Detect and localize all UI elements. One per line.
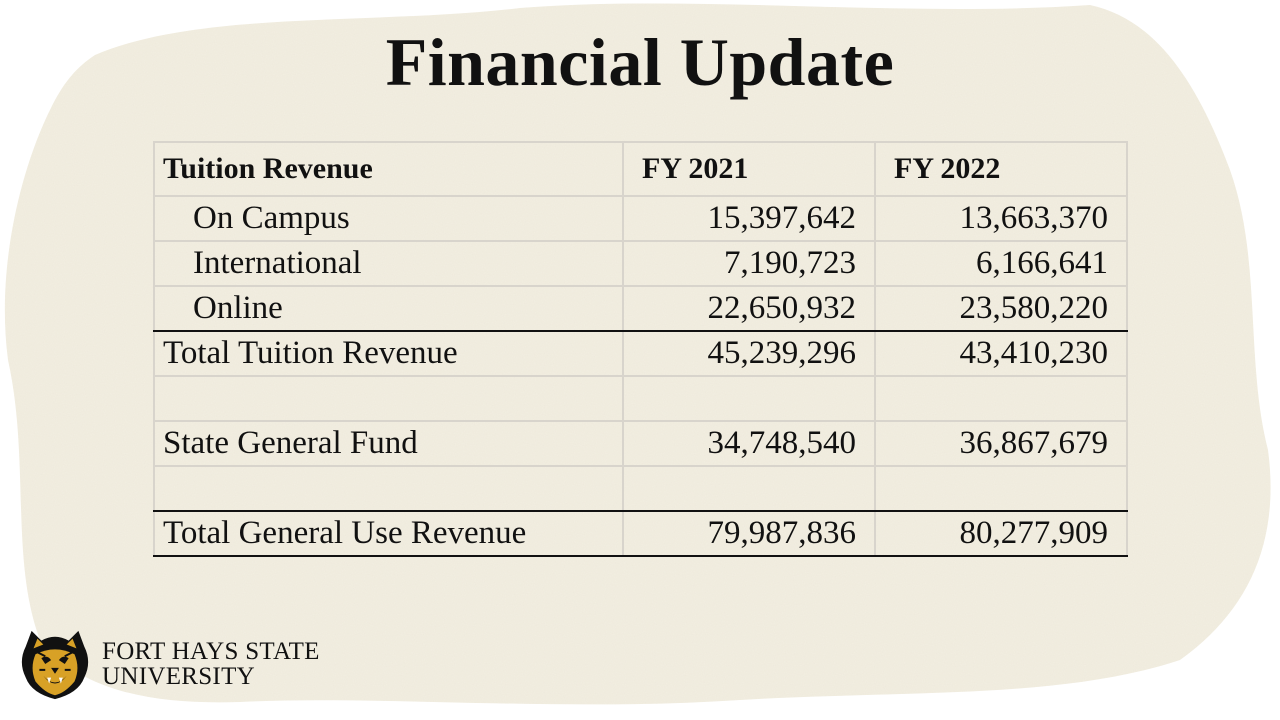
fy2021-value: 79,987,836 [622,510,876,557]
table-row: International 7,190,723 6,166,641 [153,240,1128,287]
row-label: Total General Use Revenue [153,510,624,557]
fy2022-value: 6,166,641 [874,240,1128,287]
row-label: On Campus [153,195,624,242]
fy2022-value: 23,580,220 [874,285,1128,332]
fy2021-value: 34,748,540 [622,420,876,467]
row-label [153,465,624,512]
table-row-total-tuition: Total Tuition Revenue 45,239,296 43,410,… [153,330,1128,377]
row-label [153,375,624,422]
fy2022-value: 13,663,370 [874,195,1128,242]
fy2022-value: 36,867,679 [874,420,1128,467]
row-label: International [153,240,624,287]
header-fy2021: FY 2021 [622,141,876,197]
fy2022-value [874,465,1128,512]
university-branding: FORT HAYS STATE UNIVERSITY [16,624,320,704]
table-row-blank [153,375,1128,422]
table-row-total-general-use: Total General Use Revenue 79,987,836 80,… [153,510,1128,557]
table-row: On Campus 15,397,642 13,663,370 [153,195,1128,242]
fy2022-value [874,375,1128,422]
table-row: Online 22,650,932 23,580,220 [153,285,1128,332]
tiger-mascot-icon [21,630,89,700]
fy2021-value: 7,190,723 [622,240,876,287]
table-row: State General Fund 34,748,540 36,867,679 [153,420,1128,467]
row-label: State General Fund [153,420,624,467]
university-wordmark: FORT HAYS STATE UNIVERSITY [102,639,320,689]
header-fy2022: FY 2022 [874,141,1128,197]
table-header-row: Tuition Revenue FY 2021 FY 2022 [153,141,1128,197]
fy2022-value: 80,277,909 [874,510,1128,557]
header-tuition-revenue: Tuition Revenue [153,141,624,197]
fy2022-value: 43,410,230 [874,330,1128,377]
table-row-blank [153,465,1128,512]
fy2021-value: 22,650,932 [622,285,876,332]
fy2021-value [622,375,876,422]
wordmark-line-1: FORT HAYS STATE [102,638,320,665]
wordmark-line-2: UNIVERSITY [102,663,255,690]
row-label: Online [153,285,624,332]
financial-table: Tuition Revenue FY 2021 FY 2022 On Campu… [153,141,1128,557]
fy2021-value: 45,239,296 [622,330,876,377]
fy2021-value [622,465,876,512]
slide-title: Financial Update [385,24,895,100]
row-label: Total Tuition Revenue [153,330,624,377]
fy2021-value: 15,397,642 [622,195,876,242]
